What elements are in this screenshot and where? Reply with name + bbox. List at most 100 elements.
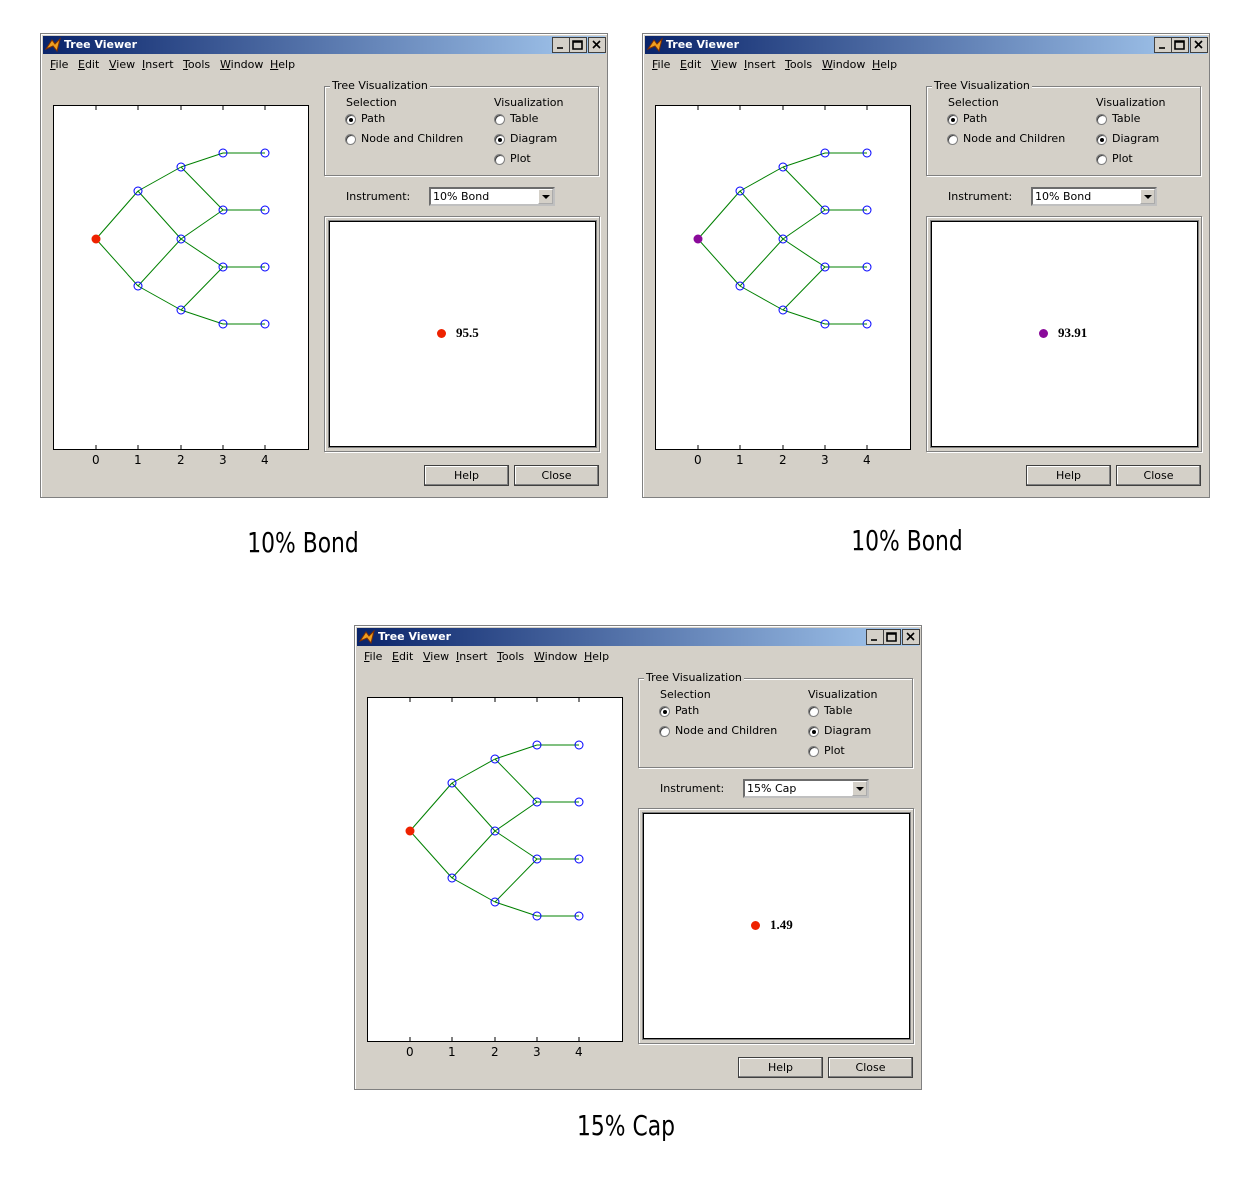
radio-button[interactable] (659, 726, 670, 737)
radio-button[interactable] (1096, 114, 1107, 125)
tree-node[interactable] (490, 826, 500, 836)
dialog-button[interactable]: Close (1116, 465, 1201, 486)
menu-item[interactable]: Tools (497, 650, 525, 663)
radio-label[interactable]: Path (963, 112, 988, 125)
tree-node[interactable] (574, 911, 584, 921)
window-min-button[interactable] (552, 37, 570, 53)
tree-node[interactable] (862, 205, 872, 215)
tree-node[interactable] (574, 854, 584, 864)
tree-node[interactable] (133, 281, 143, 291)
tree-node[interactable] (490, 897, 500, 907)
menu-item[interactable]: Help (270, 58, 296, 71)
radio-button[interactable] (947, 134, 958, 145)
tree-node[interactable] (218, 205, 228, 215)
menu-item[interactable]: File (364, 650, 383, 663)
tree-node[interactable] (862, 319, 872, 329)
radio-label[interactable]: Path (361, 112, 386, 125)
radio-button[interactable] (659, 706, 670, 717)
tree-node[interactable] (574, 797, 584, 807)
radio-button[interactable] (494, 154, 505, 165)
tree-node[interactable] (862, 148, 872, 158)
window-max-button[interactable] (883, 629, 901, 645)
tree-node[interactable] (532, 911, 542, 921)
tree-node[interactable] (532, 854, 542, 864)
menu-item[interactable]: Insert (744, 58, 776, 71)
dropdown-button[interactable] (1140, 189, 1155, 204)
radio-label[interactable]: Table (824, 704, 853, 717)
tree-node[interactable] (218, 262, 228, 272)
radio-label[interactable]: Table (1112, 112, 1141, 125)
instrument-dropdown[interactable]: 15% Cap (743, 779, 869, 798)
menu-item[interactable]: Insert (142, 58, 174, 71)
dropdown-button[interactable] (538, 189, 553, 204)
radio-button[interactable] (494, 114, 505, 125)
window-min-button[interactable] (1154, 37, 1172, 53)
instrument-dropdown[interactable]: 10% Bond (429, 187, 555, 206)
menu-item[interactable]: Edit (78, 58, 100, 71)
menu-item[interactable]: Window (534, 650, 578, 663)
radio-label[interactable]: Node and Children (361, 132, 464, 145)
tree-node[interactable] (532, 797, 542, 807)
tree-node[interactable] (820, 205, 830, 215)
radio-button[interactable] (808, 706, 819, 717)
tree-node[interactable] (176, 234, 186, 244)
tree-node[interactable] (447, 778, 457, 788)
radio-label[interactable]: Diagram (1112, 132, 1160, 145)
menu-item[interactable]: Tools (183, 58, 211, 71)
menu-item[interactable]: Insert (456, 650, 488, 663)
tree-node[interactable] (447, 873, 457, 883)
radio-button[interactable] (345, 114, 356, 125)
menu-item[interactable]: Help (872, 58, 898, 71)
window-close-button[interactable] (902, 629, 920, 645)
window-max-button[interactable] (1171, 37, 1189, 53)
radio-label[interactable]: Plot (1112, 152, 1133, 165)
tree-node[interactable] (862, 262, 872, 272)
menu-item[interactable]: Edit (680, 58, 702, 71)
menu-item[interactable]: Help (584, 650, 610, 663)
radio-button[interactable] (947, 114, 958, 125)
menu-item[interactable]: Window (822, 58, 866, 71)
menu-item[interactable]: Tools (785, 58, 813, 71)
radio-label[interactable]: Node and Children (963, 132, 1066, 145)
radio-button[interactable] (808, 746, 819, 757)
tree-node[interactable] (176, 305, 186, 315)
tree-node[interactable] (820, 319, 830, 329)
tree-node[interactable] (820, 262, 830, 272)
radio-button[interactable] (1096, 134, 1107, 145)
tree-node[interactable] (260, 319, 270, 329)
tree-node[interactable] (735, 186, 745, 196)
radio-button[interactable] (345, 134, 356, 145)
window-close-button[interactable] (1190, 37, 1208, 53)
tree-node[interactable] (778, 162, 788, 172)
radio-label[interactable]: Node and Children (675, 724, 778, 737)
selected-node[interactable] (405, 826, 415, 836)
tree-node[interactable] (778, 234, 788, 244)
tree-node[interactable] (574, 740, 584, 750)
radio-label[interactable]: Diagram (824, 724, 872, 737)
radio-label[interactable]: Table (510, 112, 539, 125)
selected-node[interactable] (91, 234, 101, 244)
tree-node[interactable] (778, 305, 788, 315)
dialog-button[interactable]: Close (828, 1057, 913, 1078)
tree-node[interactable] (218, 148, 228, 158)
radio-button[interactable] (808, 726, 819, 737)
dialog-button[interactable]: Help (738, 1057, 823, 1078)
tree-node[interactable] (260, 148, 270, 158)
radio-label[interactable]: Diagram (510, 132, 558, 145)
tree-node[interactable] (218, 319, 228, 329)
menu-item[interactable]: File (652, 58, 671, 71)
window-min-button[interactable] (866, 629, 884, 645)
instrument-dropdown[interactable]: 10% Bond (1031, 187, 1157, 206)
window-max-button[interactable] (569, 37, 587, 53)
radio-button[interactable] (1096, 154, 1107, 165)
menu-item[interactable]: File (50, 58, 69, 71)
tree-node[interactable] (490, 754, 500, 764)
menu-item[interactable]: View (711, 58, 738, 71)
dialog-button[interactable]: Close (514, 465, 599, 486)
radio-label[interactable]: Plot (510, 152, 531, 165)
tree-node[interactable] (532, 740, 542, 750)
tree-node[interactable] (260, 262, 270, 272)
menu-item[interactable]: View (423, 650, 450, 663)
menu-item[interactable]: View (109, 58, 136, 71)
dialog-button[interactable]: Help (424, 465, 509, 486)
